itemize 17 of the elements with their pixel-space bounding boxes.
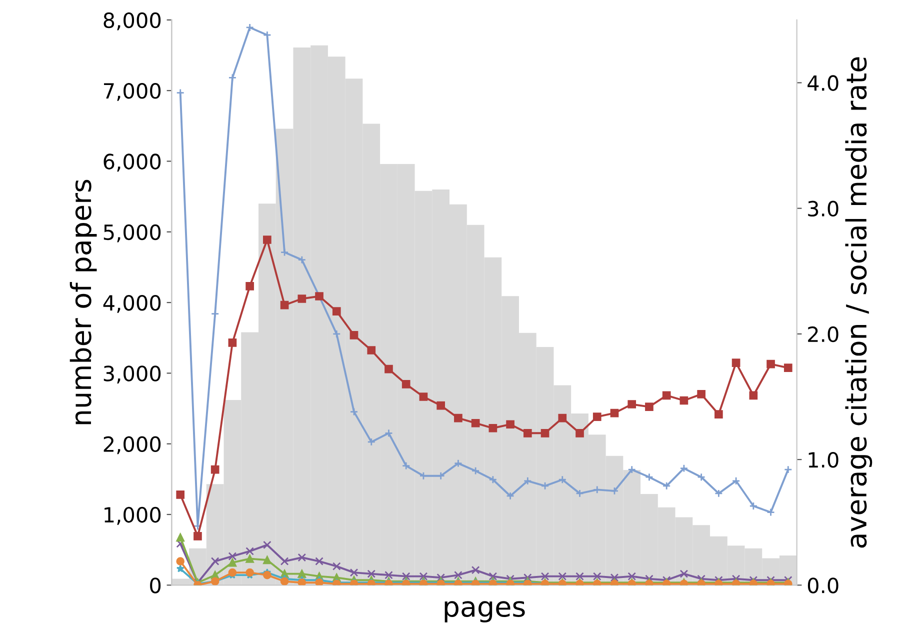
y-tick-label: 5,000 xyxy=(104,224,161,242)
y2-tick-label: 4.0 xyxy=(808,75,838,91)
y2-tick-label: 1.0 xyxy=(808,452,838,468)
y2-tick-label: 3.0 xyxy=(808,200,838,217)
y-tick-label: 0 xyxy=(150,578,161,594)
y2-tick-label: 0.0 xyxy=(808,578,838,594)
y-tick-label: 2,000 xyxy=(104,436,161,454)
y-tick-label: 1,000 xyxy=(104,506,161,525)
y-tick-label: 6,000 xyxy=(104,154,161,172)
x-axis-title: pages xyxy=(444,601,525,622)
y-tick-label: 4,000 xyxy=(103,294,161,313)
y-axis-title: number of papers xyxy=(70,180,97,424)
y2-tick-label: 2.0 xyxy=(808,326,838,342)
y2-axis-title: average citation / social media rate xyxy=(845,57,872,548)
y-tick-label: 3,000 xyxy=(104,366,161,384)
y-tick-label: 7,000 xyxy=(104,83,161,101)
y-tick-label: 8,000 xyxy=(104,12,161,30)
